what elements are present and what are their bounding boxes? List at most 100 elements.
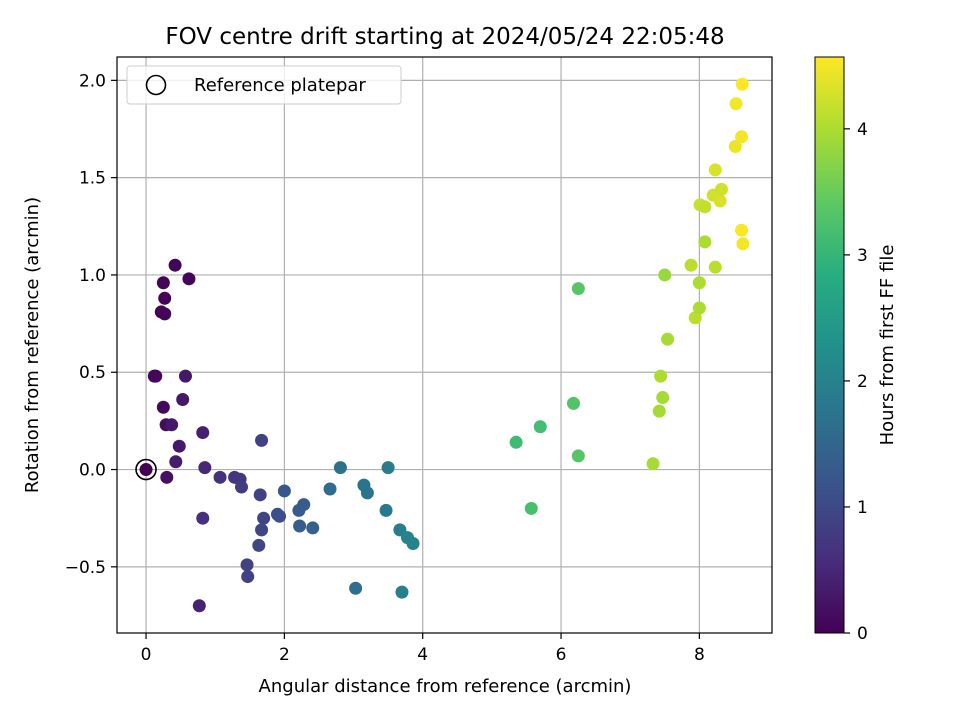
data-point (273, 509, 287, 523)
data-point (735, 77, 749, 91)
data-point (729, 97, 743, 111)
y-tick-label: 2.0 (79, 71, 106, 91)
data-point (381, 461, 395, 475)
data-point (198, 461, 212, 475)
data-point (323, 482, 337, 496)
data-point (160, 470, 174, 484)
colorbar-gradient (814, 56, 845, 634)
data-point (708, 260, 722, 274)
data-point (713, 194, 727, 208)
data-point (571, 282, 585, 296)
colorbar-label: Hours from first FF file (877, 245, 898, 446)
legend-box (126, 65, 402, 105)
data-point (196, 511, 210, 525)
colorbar-tick-label: 4 (857, 120, 868, 140)
data-point (257, 511, 271, 525)
data-point (156, 276, 170, 290)
plot-area: 0 2 4 6 8 −0.5 0.0 0.5 1.0 1.5 2.0 (65, 56, 773, 665)
legend-label: Reference platepar (194, 75, 366, 96)
data-point (178, 369, 192, 383)
data-point (360, 486, 374, 500)
data-point (349, 581, 363, 595)
y-tick-label: 0.0 (79, 461, 106, 481)
data-point (658, 268, 672, 282)
data-point (196, 426, 210, 440)
data-point (566, 396, 580, 410)
data-point (240, 558, 254, 572)
colorbar-tick-label: 0 (857, 624, 868, 644)
x-axis-label: Angular distance from reference (arcmin) (259, 676, 632, 697)
x-tick-label: 6 (556, 645, 567, 665)
colorbar-tick-label: 1 (857, 498, 868, 518)
data-point (698, 200, 712, 214)
data-point (654, 369, 668, 383)
data-point (652, 404, 666, 418)
x-tick-label: 2 (279, 645, 290, 665)
data-point (306, 521, 320, 535)
data-point (293, 519, 307, 533)
y-axis-label: Rotation from reference (arcmin) (22, 197, 43, 493)
data-point (406, 536, 420, 550)
reference-marker (135, 458, 157, 481)
data-point (379, 503, 393, 517)
data-point (646, 457, 660, 471)
data-point (728, 140, 742, 154)
data-point (692, 276, 706, 290)
data-point (688, 311, 702, 325)
data-points (139, 77, 750, 613)
data-point (698, 235, 712, 249)
y-tick-label: −0.5 (65, 558, 106, 578)
x-tick-label: 0 (141, 645, 152, 665)
data-point (172, 439, 186, 453)
data-point (192, 599, 206, 613)
data-point (176, 392, 190, 406)
colorbar: 0 1 2 3 4 Hours from first FF file (814, 56, 898, 644)
data-point (277, 484, 291, 498)
data-point (234, 480, 248, 494)
data-point (708, 163, 722, 177)
data-point (656, 391, 670, 405)
data-point (158, 291, 172, 305)
data-point (333, 461, 347, 475)
data-point (165, 418, 179, 432)
grid (117, 57, 772, 633)
y-axis: −0.5 0.0 0.5 1.0 1.5 2.0 (65, 71, 117, 578)
data-point (147, 369, 161, 383)
data-point (735, 223, 749, 237)
legend-marker-icon (145, 74, 167, 96)
data-point (253, 488, 267, 502)
data-point (182, 272, 196, 286)
x-axis: 0 2 4 6 8 (141, 633, 705, 665)
data-point (524, 501, 538, 515)
data-point (736, 237, 750, 251)
data-point (509, 435, 523, 449)
x-tick-label: 8 (694, 645, 705, 665)
legend: Reference platepar (126, 65, 402, 105)
data-point (169, 455, 183, 469)
data-point (255, 523, 269, 537)
data-point (297, 498, 311, 512)
data-point (168, 258, 182, 272)
data-point (395, 585, 409, 599)
data-point (735, 130, 749, 144)
data-point (158, 307, 172, 321)
data-point (692, 301, 706, 315)
data-point (255, 433, 269, 447)
data-point (684, 258, 698, 272)
colorbar-ticks: 0 1 2 3 4 (844, 120, 868, 644)
data-point (139, 463, 153, 477)
data-point (571, 449, 585, 463)
y-tick-label: 1.5 (79, 169, 106, 189)
chart-title: FOV centre drift starting at 2024/05/24 … (165, 24, 724, 50)
x-tick-label: 4 (417, 645, 428, 665)
data-point (533, 420, 547, 434)
y-tick-label: 1.0 (79, 266, 106, 286)
plot-frame (116, 56, 773, 634)
data-point (213, 470, 227, 484)
y-tick-label: 0.5 (79, 363, 106, 383)
data-point (252, 538, 266, 552)
colorbar-tick-label: 2 (857, 372, 868, 392)
data-point (715, 182, 729, 196)
data-point (661, 332, 675, 346)
